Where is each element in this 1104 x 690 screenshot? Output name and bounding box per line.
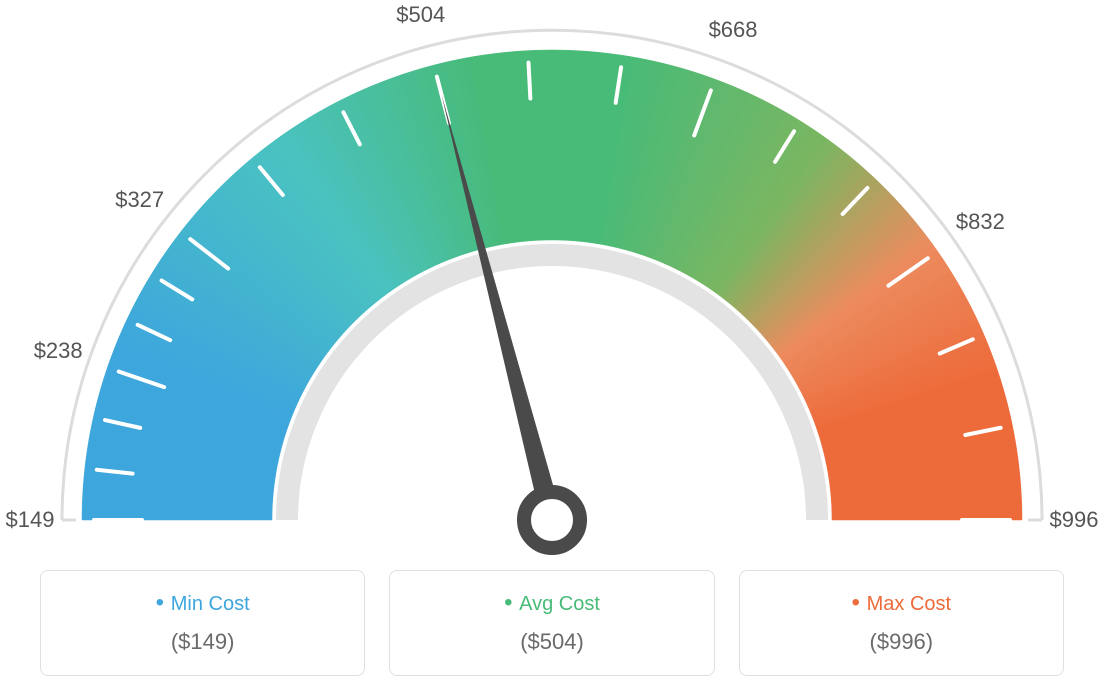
legend-min-box: Min Cost ($149) — [40, 570, 365, 676]
legend-avg-label: Avg Cost — [400, 589, 703, 617]
legend-min-label: Min Cost — [51, 589, 354, 617]
legend-avg-value: ($504) — [400, 629, 703, 655]
gauge-tick-label: $238 — [34, 338, 83, 364]
gauge-tick-label: $668 — [709, 17, 758, 43]
legend-avg-box: Avg Cost ($504) — [389, 570, 714, 676]
gauge-tick-label: $149 — [6, 507, 55, 533]
gauge-tick-label: $327 — [115, 187, 164, 213]
gauge-chart: $149 $238 $327 $504 $668 $832 $996 — [0, 0, 1104, 560]
gauge-tick-label: $832 — [956, 209, 1005, 235]
legend-row: Min Cost ($149) Avg Cost ($504) Max Cost… — [0, 560, 1104, 676]
legend-max-value: ($996) — [750, 629, 1053, 655]
gauge-svg — [0, 0, 1104, 560]
gauge-tick-label: $996 — [1050, 507, 1099, 533]
gauge-tick-label: $504 — [396, 2, 445, 28]
legend-min-value: ($149) — [51, 629, 354, 655]
legend-max-box: Max Cost ($996) — [739, 570, 1064, 676]
legend-max-label: Max Cost — [750, 589, 1053, 617]
